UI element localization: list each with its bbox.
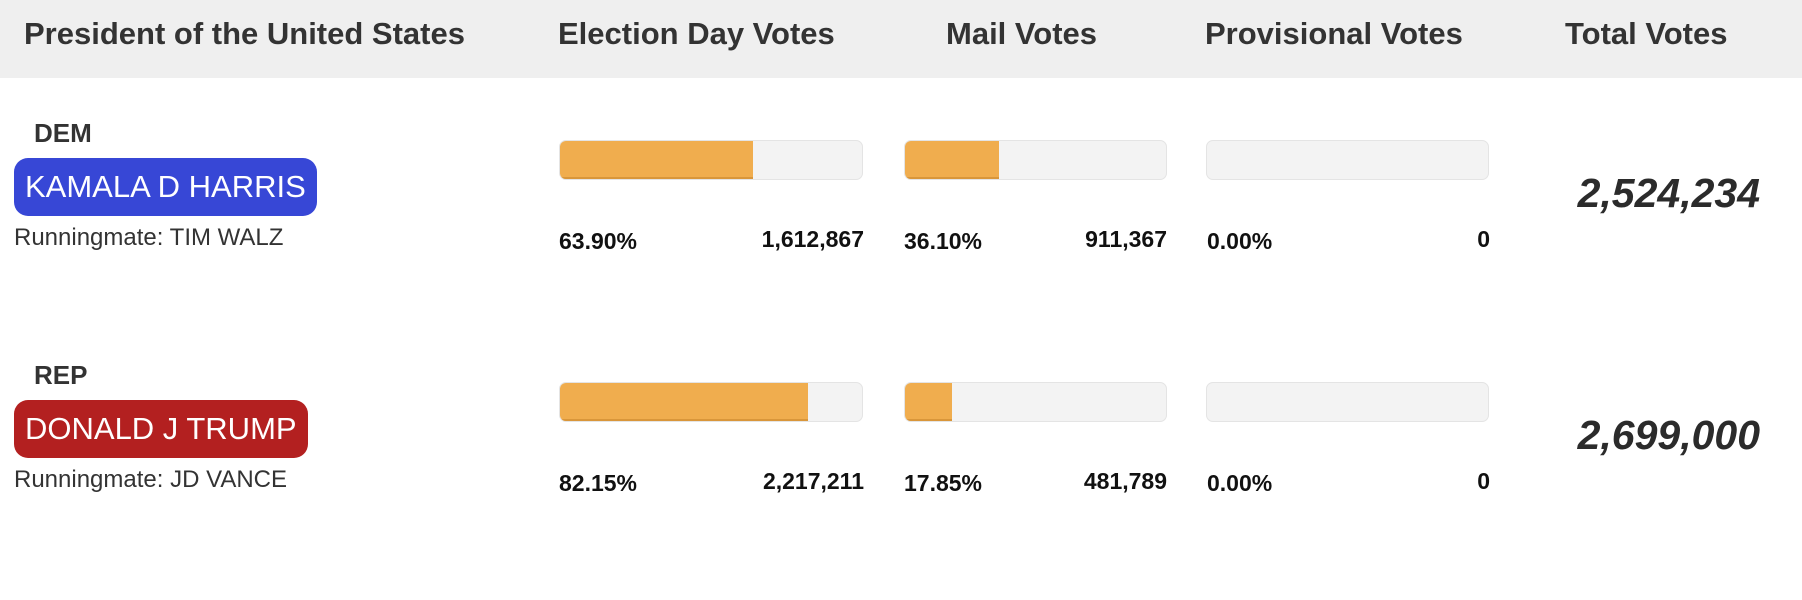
election-day-bar-fill — [560, 383, 809, 421]
election-day-count: 2,217,211 — [762, 468, 864, 494]
mail-bar-fill — [905, 141, 1000, 179]
mail-count: 481,789 — [1083, 468, 1167, 494]
header-mail-votes: Mail Votes — [946, 16, 1098, 51]
mail-bar — [904, 140, 1167, 180]
mail-bar — [904, 382, 1167, 422]
header-race-title: President of the United States — [24, 16, 465, 51]
runningmate-label: Runningmate: JD VANCE — [14, 466, 287, 493]
header-election-day-votes: Election Day Votes — [558, 16, 835, 51]
election-day-bar — [559, 140, 863, 180]
candidate-row-rep: REP DONALD J TRUMP Runningmate: JD VANCE… — [0, 360, 1802, 600]
total-votes: 2,524,234 — [1577, 170, 1760, 216]
provisional-bar — [1206, 382, 1489, 422]
election-day-bar-fill — [560, 141, 753, 179]
election-day-count: 1,612,867 — [761, 226, 864, 252]
provisional-percent: 0.00% — [1207, 470, 1273, 496]
election-day-percent: 82.15% — [559, 470, 638, 496]
results-header: President of the United States Election … — [0, 0, 1802, 78]
election-day-bar — [559, 382, 863, 422]
provisional-count: 0 — [1477, 226, 1490, 252]
mail-percent: 17.85% — [904, 470, 983, 496]
candidate-name-badge[interactable]: KAMALA D HARRIS — [14, 158, 317, 216]
candidate-row-dem: DEM KAMALA D HARRIS Runningmate: TIM WAL… — [0, 118, 1802, 358]
party-label: REP — [34, 360, 88, 390]
header-total-votes: Total Votes — [1565, 16, 1728, 51]
mail-count: 911,367 — [1085, 226, 1167, 252]
total-votes: 2,699,000 — [1577, 412, 1760, 458]
provisional-bar — [1206, 140, 1489, 180]
runningmate-label: Runningmate: TIM WALZ — [14, 224, 284, 251]
mail-percent: 36.10% — [904, 228, 983, 254]
provisional-count: 0 — [1477, 468, 1490, 494]
mail-bar-fill — [905, 383, 952, 421]
header-provisional-votes: Provisional Votes — [1205, 16, 1463, 51]
party-label: DEM — [34, 118, 92, 148]
candidate-name-badge[interactable]: DONALD J TRUMP — [14, 400, 308, 458]
provisional-percent: 0.00% — [1207, 228, 1273, 254]
election-day-percent: 63.90% — [559, 228, 638, 254]
